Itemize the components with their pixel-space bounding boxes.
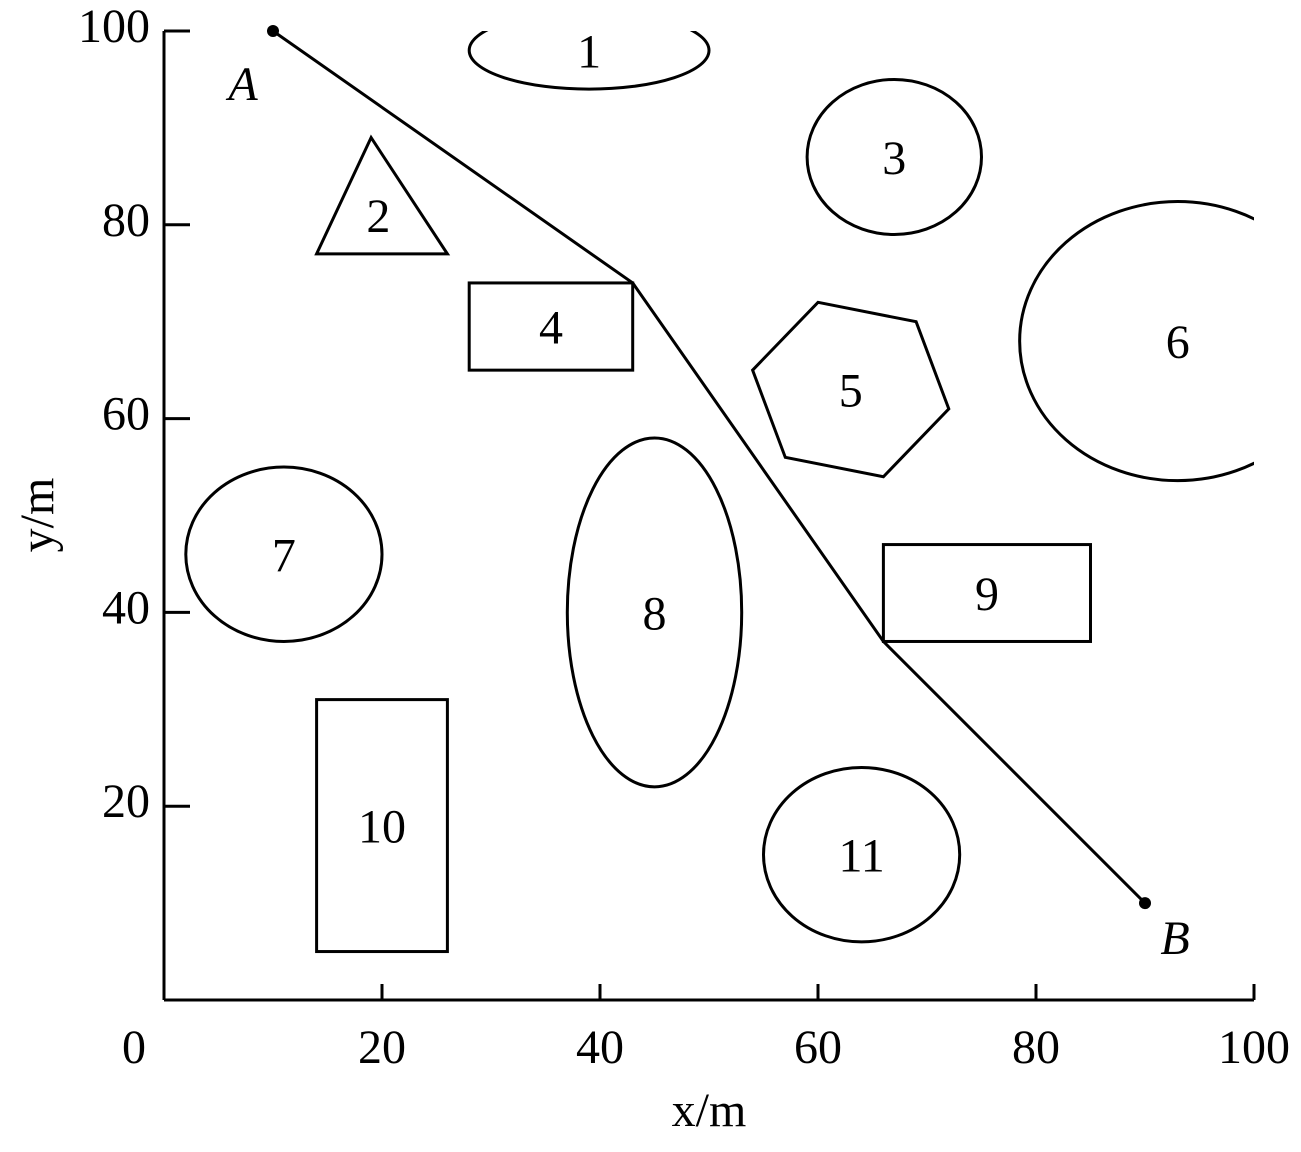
obstacle <box>805 77 983 236</box>
obstacle-label: 5 <box>839 365 863 418</box>
obstacle-label: 1 <box>577 25 601 78</box>
obstacle <box>750 300 951 479</box>
y-tick-label: 40 <box>102 581 150 634</box>
y-tick-label: 100 <box>78 0 150 53</box>
y-tick-label: 60 <box>102 388 150 441</box>
y-tick-label: 80 <box>102 194 150 247</box>
obstacle-label: 7 <box>272 529 296 582</box>
obstacle-label: 3 <box>882 132 906 185</box>
obstacle <box>565 436 744 789</box>
x-tick-label: 60 <box>794 1021 842 1074</box>
x-axis-label: x/m <box>672 1084 747 1137</box>
x-tick-label: 40 <box>576 1021 624 1074</box>
x-tick-label: 100 <box>1218 1021 1290 1074</box>
start-point <box>267 25 279 37</box>
obstacle-label: 9 <box>975 568 999 621</box>
obstacle <box>314 134 451 256</box>
obstacle-label: 10 <box>358 801 406 854</box>
obstacle <box>467 31 711 91</box>
obstacle-label: 2 <box>366 190 390 243</box>
obstacle-label: 6 <box>1166 316 1190 369</box>
x-tick-label: 80 <box>1012 1021 1060 1074</box>
obstacle-label: 8 <box>643 587 667 640</box>
obstacle <box>762 765 962 944</box>
obstacle-label: 4 <box>539 302 563 355</box>
obstacle-label: 11 <box>838 830 884 883</box>
obstacle <box>1018 200 1254 483</box>
end-label: B <box>1160 912 1189 965</box>
y-axis-label: y/m <box>11 478 64 553</box>
x-tick-label: 0 <box>122 1021 146 1074</box>
x-tick-label: 20 <box>358 1021 406 1074</box>
obstacle <box>467 281 635 372</box>
start-label: A <box>225 58 258 111</box>
end-point <box>1139 897 1151 910</box>
obstacle <box>184 465 384 643</box>
path-line <box>272 29 1147 905</box>
obstacle <box>881 543 1093 643</box>
y-tick-label: 20 <box>102 775 150 828</box>
obstacle <box>315 698 449 954</box>
